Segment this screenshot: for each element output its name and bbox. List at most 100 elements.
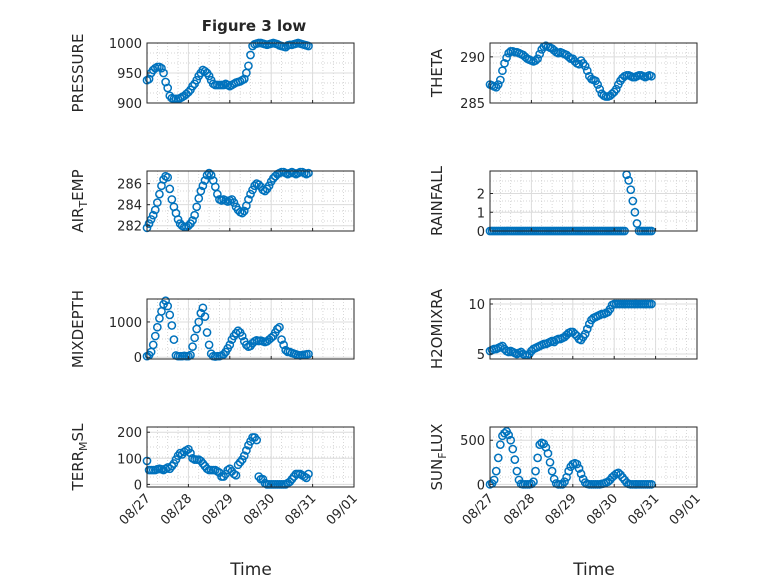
data-point [266,333,276,343]
data-point [219,350,228,359]
data-point [213,189,222,199]
x-axis-label-left: Time [229,560,272,580]
x-tick-label: 08/30 [241,491,278,528]
data-point [647,480,656,489]
data-point [173,215,183,224]
data-point [146,215,156,224]
data-point [192,202,202,212]
data-point [493,80,503,89]
data-point [624,176,634,185]
data-point [237,208,247,218]
y-tick-label: 2 [477,188,485,203]
data-point [506,435,516,445]
data-point [144,219,154,228]
data-point [200,176,210,185]
data-point [184,87,193,97]
subplot-4: 0 1 2 RAINFALL [428,165,698,240]
data-point [502,53,511,63]
subplot-7: 0 100 200 TERRMSL 08/27 08/28 08/29 08/30 08/31 0… [69,423,361,528]
data-point [595,84,605,94]
data-point [229,198,239,207]
data-point [531,466,540,476]
x-tick-label: 08/27 [117,491,154,528]
data-point [242,446,251,455]
x-tick-label: 09/01 [667,491,704,528]
x-tick-label: 08/30 [584,491,621,528]
axes-box [489,298,698,360]
data-point [153,322,162,332]
data-point [190,210,199,220]
data-point [188,81,197,91]
y-axis-label: PRESSURE [69,34,87,113]
figure-title: Figure 3 low [202,17,307,35]
y-tick-label: 0 [134,351,142,366]
data-point [570,329,580,339]
data-point [593,80,602,89]
data-point [169,335,179,344]
data-point [527,479,536,489]
data-point [533,54,542,64]
data-point [304,349,313,359]
data-point [163,301,173,311]
data-point [529,477,538,487]
y-axis-label: AIRTEMP [69,169,90,232]
data-point [159,68,168,78]
data-point [155,189,164,199]
data-point [504,48,513,58]
y-axis-label: SUNFLUX [428,424,449,491]
data-point [611,84,621,94]
y-tick-label: 284 [117,199,142,214]
subplot-3: 282 284 286 AIRTEMP [69,167,355,235]
data-point [543,449,553,458]
data-point [632,219,642,228]
data-point [163,172,173,182]
data-point [564,466,574,476]
data-point [188,216,197,225]
data-point [535,49,545,59]
data-point [580,61,590,71]
y-axis-label: THETA [428,48,446,98]
data-point [582,324,592,334]
data-point [150,331,160,341]
data-point [194,317,204,327]
data-point [549,474,559,484]
y-tick-label: 286 [117,178,142,193]
data-point [496,75,505,85]
y-tick-label: 290 [460,51,485,66]
data-point [277,335,286,344]
data-point [500,58,509,68]
data-point [239,451,249,461]
data-point [190,333,199,343]
data-point [512,466,522,476]
y-tick-label: 1 [477,206,485,221]
y-tick-label: 0 [134,478,142,493]
data-point [231,470,241,480]
subplot-5: 0 1000 MIXDEPTH [69,290,355,368]
data-point [252,435,262,445]
data-point [188,342,197,351]
data-point [204,340,214,350]
axes-box [489,170,698,232]
data-point [192,75,202,85]
x-tick-label: 08/29 [200,491,237,528]
data-point [489,475,499,485]
data-point [148,210,158,220]
data-point [248,185,257,195]
data-point [273,324,282,334]
x-tick-label: 08/29 [543,491,580,528]
data-point [647,299,656,309]
data-point [647,71,656,81]
y-axis-label: TERRMSL [69,423,90,492]
data-point [161,296,170,306]
x-tick-label: 08/31 [625,491,662,528]
data-point [582,66,592,76]
subplot-1: 900 950 1000 PRESSURE [69,34,355,113]
y-tick-label: 900 [117,97,142,112]
y-axis-label: RAINFALL [428,165,446,236]
data-point [246,189,255,199]
y-axis-label: H2OMIXRA [428,288,446,369]
data-point [304,168,313,178]
subplot-8: 0 500 SUNFLUX 08/27 08/28 08/29 08/30 08/31 09/0… [428,424,704,529]
